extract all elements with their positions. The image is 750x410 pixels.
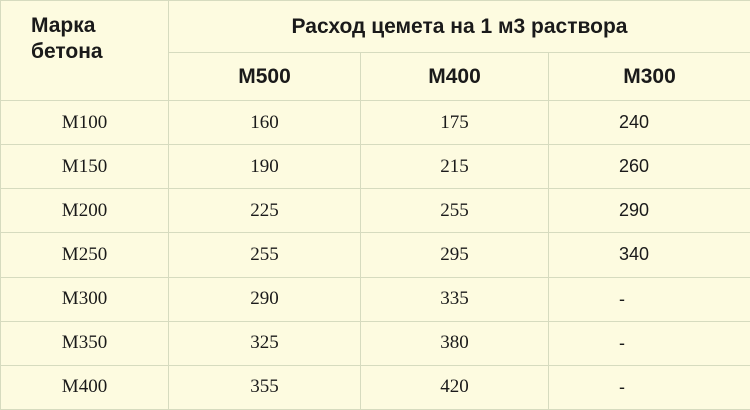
table-cell: М300 (0, 276, 169, 322)
table-cell: 380 (360, 320, 549, 366)
table-body: М100 160 175 240 М150 190 215 260 М200 225 255 290 М… (0, 99, 750, 410)
table-cell: М400 (0, 364, 169, 410)
group-header: Расход цемета на 1 м3 раствора (168, 0, 750, 53)
table-cell: - (548, 320, 750, 366)
table-row: М400 355 420- (0, 364, 750, 410)
table-row: М150 190 215 260 (0, 144, 750, 190)
table-cell: 190 (168, 144, 361, 190)
table-cell: 255 (360, 188, 549, 234)
table-row: М250 255 295 340 (0, 232, 750, 278)
table-cell: 225 (168, 188, 361, 234)
table-cell: 355 (168, 364, 361, 410)
table-cell: 240 (548, 99, 750, 146)
table-row: М300 290 335- (0, 276, 750, 322)
column-header: М300 (548, 52, 750, 101)
table-row: М200 225 255 290 (0, 188, 750, 234)
table-row: М350 325 380- (0, 320, 750, 366)
table-cell: - (548, 276, 750, 322)
table-cell: 290 (548, 188, 750, 234)
table-cell: 255 (168, 232, 361, 278)
table-cell: 420 (360, 364, 549, 410)
table-cell: М200 (0, 188, 169, 234)
table-cell: М150 (0, 144, 169, 190)
table-cell: 260 (548, 144, 750, 190)
table-cell: 335 (360, 276, 549, 322)
table-row: М100 160 175 240 (0, 99, 750, 146)
table-cell: 160 (168, 99, 361, 146)
header-row: Марка бетона Расход цемета на 1 м3 раств… (0, 0, 750, 101)
table-cell: 295 (360, 232, 549, 278)
table-head: Марка бетона Расход цемета на 1 м3 раств… (0, 0, 750, 101)
table-cell: М250 (0, 232, 169, 278)
column-header: М400 (360, 52, 549, 101)
table-cell: - (548, 364, 750, 410)
table-cell: 290 (168, 276, 361, 322)
table-cell: 340 (548, 232, 750, 278)
table-cell: 325 (168, 320, 361, 366)
first-header: Марка бетона (0, 0, 169, 101)
table-cell: М350 (0, 320, 169, 366)
table-cell: 215 (360, 144, 549, 190)
column-header: М500 (168, 52, 361, 101)
table-cell: 175 (360, 99, 549, 146)
table-cell: М100 (0, 99, 169, 146)
